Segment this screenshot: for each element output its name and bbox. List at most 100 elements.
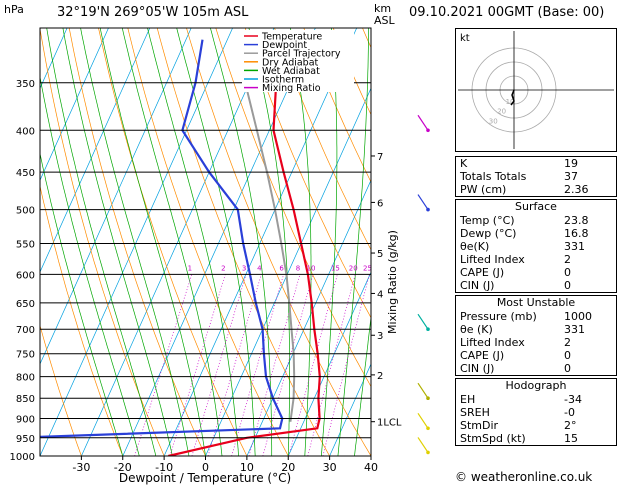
pressure-tick-label: 400 [16, 126, 35, 137]
km-unit: km [374, 2, 392, 15]
wind-barb-dot [426, 450, 430, 455]
legend-entry: Wet Adiabat [262, 66, 320, 77]
mixing-ratio-label: 15 [331, 264, 340, 272]
surface-value: 23.8 [564, 214, 589, 227]
wind-barb-dot [426, 327, 430, 332]
surface-key: Temp (°C) [460, 214, 515, 227]
dry-adiabat-line [303, 28, 371, 183]
hodograph-key: StmSpd (kt) [460, 432, 526, 445]
most-unstable-title: Most Unstable [496, 296, 576, 309]
most-unstable-key: CAPE (J) [460, 349, 505, 362]
copyright-footer: © weatheronline.co.uk [455, 470, 593, 484]
hodograph-key: StmDir [460, 419, 499, 432]
wind-barb-dot [426, 396, 430, 401]
surface-key: CAPE (J) [460, 266, 505, 279]
wind-barb [417, 412, 429, 429]
hodograph-key: EH [460, 393, 476, 406]
wind-barb [417, 382, 429, 399]
hodograph-row: StmDir 2° [456, 419, 616, 432]
isotherm-line [246, 179, 371, 456]
pressure-tick-label: 650 [16, 299, 35, 310]
most-unstable-value: 0 [564, 349, 571, 362]
pressure-axis-unit: hPa [4, 3, 24, 16]
isotherm-line [329, 363, 371, 456]
most-unstable-key: θe (K) [460, 323, 493, 336]
indices-table: K 19 Totals Totals 37 PW (cm) 2.36 Surface Te… [455, 156, 617, 446]
most-unstable-row: CIN (J) 0 [456, 362, 616, 375]
pressure-tick-label: 950 [16, 434, 35, 445]
isotherm-line [81, 28, 275, 456]
mixing-ratio-label: 6 [279, 264, 284, 272]
surface-key: θe(K) [460, 240, 490, 253]
hodograph-table-title: Hodograph [505, 379, 567, 392]
hodograph-value: 2° [564, 419, 577, 432]
wet-adiabat-line [80, 28, 190, 456]
index-value: 19 [564, 157, 578, 170]
sounding-datetime: 09.10.2021 00GMT (Base: 00) [409, 5, 605, 20]
hodograph-ring-label: 20 [497, 108, 506, 116]
height-tick-label: 2 [377, 371, 383, 382]
most-unstable-row: Lifted Index 2 [456, 336, 616, 349]
index-row: PW (cm) 2.36 [456, 183, 616, 196]
mixing-ratio-label: 10 [307, 264, 316, 272]
axes: 1 2 3 4 6 8 10 15 20 2535040045050055060065070075… [10, 27, 402, 474]
index-key: K [460, 157, 468, 170]
wind-barb [417, 114, 429, 131]
wet-adiabat-line [99, 28, 206, 456]
wet-adiabat-line [354, 314, 371, 456]
most-unstable-key: Lifted Index [460, 336, 525, 349]
surface-row: Dewp (°C) 16.8 [456, 227, 616, 240]
most-unstable-key: Pressure (mb) [460, 310, 537, 323]
legend-entry: Dry Adiabat [262, 57, 319, 68]
most-unstable-value: 0 [564, 362, 571, 375]
hodograph-indices: Hodograph EH -34 SREH -0 StmDir 2° StmSpd (kt)… [455, 378, 617, 446]
wind-barb-dot [426, 207, 430, 212]
height-tick-label: 1LCL [377, 418, 402, 429]
surface-row: Lifted Index 2 [456, 253, 616, 266]
mixing-ratio-axis-title: Mixing Ratio (g/kg) [386, 230, 399, 334]
surface-row: Temp (°C) 23.8 [456, 214, 616, 227]
surface-value: 331 [564, 240, 585, 253]
mixing-ratio-line [191, 274, 247, 456]
pressure-tick-label: 850 [16, 394, 35, 405]
height-tick-label: 5 [377, 249, 383, 260]
isotherm-line [40, 28, 109, 182]
wind-barb-dot [426, 128, 430, 133]
temperature-tick-label: 10 [240, 461, 254, 474]
isotherm-line [163, 28, 358, 456]
index-row: Totals Totals 37 [456, 170, 616, 183]
most-unstable-key: CIN (J) [460, 362, 495, 375]
pressure-tick-label: 750 [16, 350, 35, 361]
pressure-tick-label: 1000 [10, 452, 35, 463]
surface-value: 16.8 [564, 227, 589, 240]
hodograph-row: SREH -0 [456, 406, 616, 419]
pressure-tick-label: 450 [16, 168, 35, 179]
station-location: 32°19'N 269°05'W 105m ASL [57, 5, 249, 20]
legend-entry: Dewpoint [262, 40, 307, 51]
series-parcel-trajectory [244, 82, 296, 422]
isotherm-line [40, 28, 233, 456]
index-row: K 19 [456, 157, 616, 170]
surface-row: CAPE (J) 0 [456, 266, 616, 279]
temperature-tick-label: 0 [202, 461, 209, 474]
most-unstable-row: θe (K) 331 [456, 323, 616, 336]
wind-barb [417, 194, 429, 210]
wind-barb [417, 437, 429, 453]
hodograph-row: StmSpd (kt) 15 [456, 432, 616, 445]
most-unstable-value: 1000 [564, 310, 592, 323]
height-tick-label: 4 [377, 289, 383, 300]
isotherm-line [287, 271, 371, 456]
legend-entry: Temperature [261, 32, 322, 43]
surface-indices: Surface Temp (°C) 23.8 Dewp (°C) 16.8 θe(K) 3… [455, 199, 617, 293]
wind-barb [417, 313, 429, 330]
wet-adiabat-line [370, 453, 371, 456]
temperature-tick-label: -20 [114, 461, 132, 474]
pressure-tick-label: 550 [16, 239, 35, 250]
wet-adiabat-line [46, 28, 157, 456]
hodograph-row: EH -34 [456, 393, 616, 406]
hodograph-ring-label: 10 [506, 98, 515, 106]
mixing-ratio-line [169, 274, 226, 456]
basic-indices: K 19 Totals Totals 37 PW (cm) 2.36 [455, 156, 617, 197]
